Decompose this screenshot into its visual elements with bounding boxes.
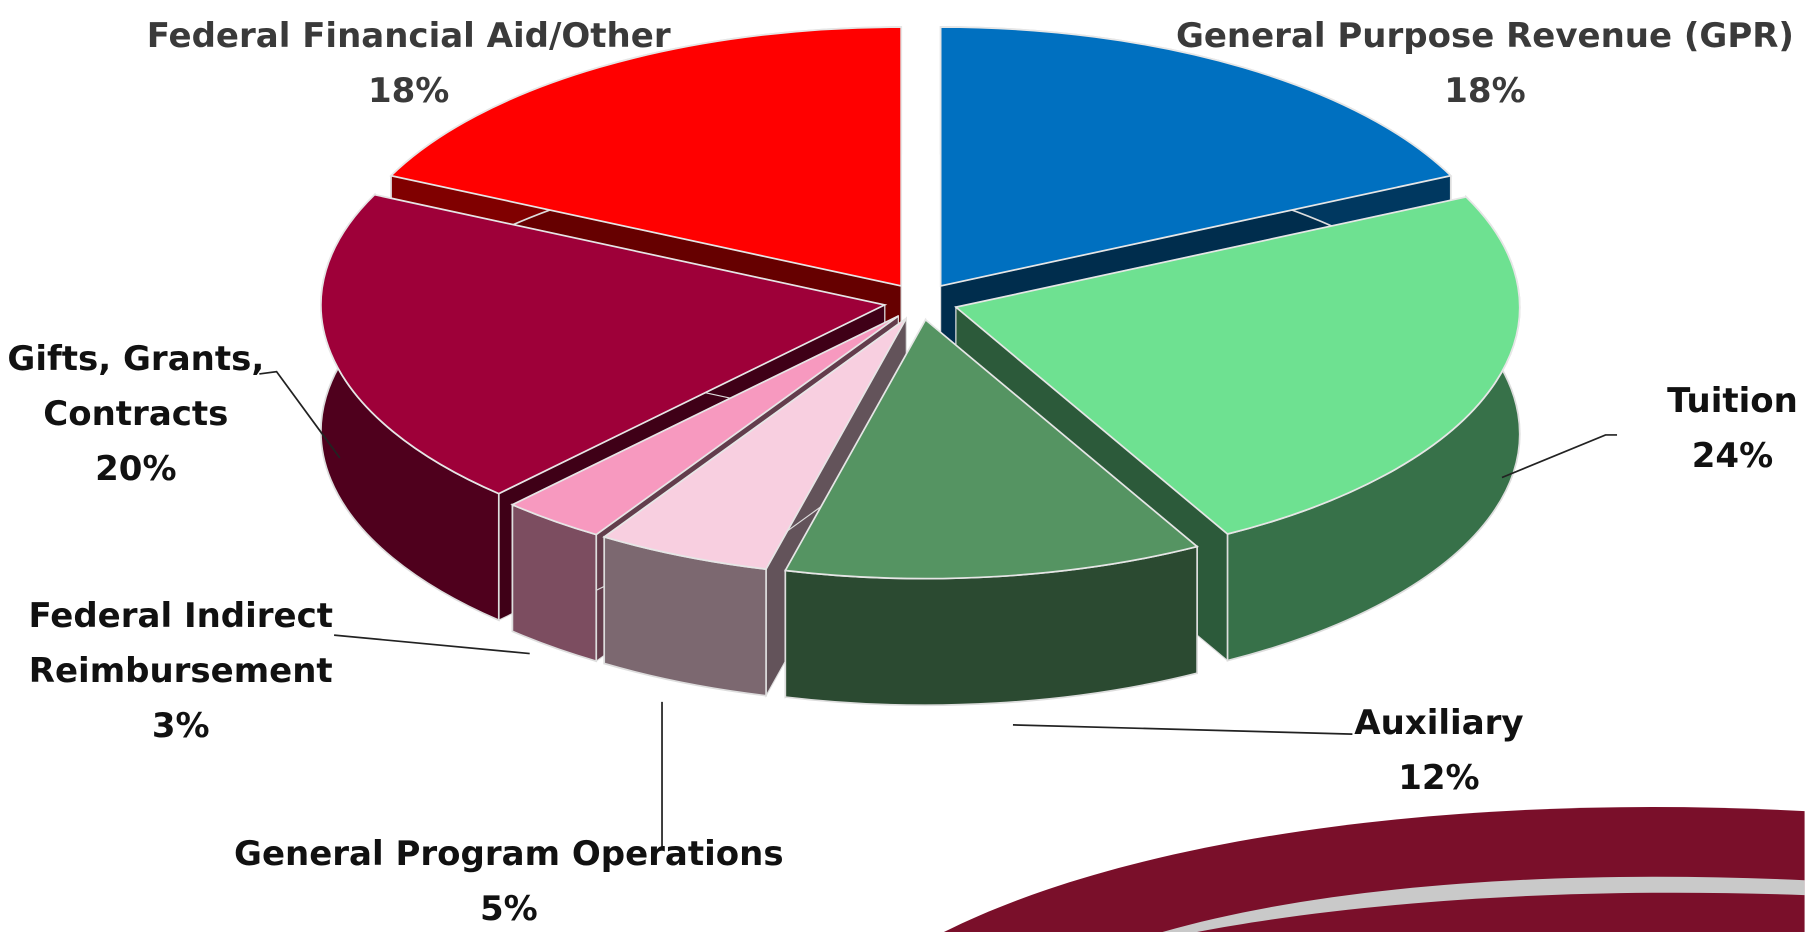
data-label: General Purpose Revenue (GPR)18%	[1140, 9, 1805, 119]
category-label: Federal Financial Aid/Other	[86, 9, 731, 64]
page: (() => { const data = JSON.parse(documen…	[0, 0, 1805, 932]
value-label: 18%	[1140, 64, 1805, 119]
category-label: Tuition	[1640, 374, 1805, 429]
value-label: 24%	[1640, 429, 1805, 484]
category-label: General Program Operations	[186, 827, 831, 882]
value-label: 3%	[0, 699, 371, 754]
value-label: 18%	[86, 64, 731, 119]
value-label: 5%	[186, 882, 831, 937]
category-label: Auxiliary	[1301, 696, 1577, 751]
value-label: 12%	[1301, 751, 1577, 806]
category-label: General Purpose Revenue (GPR)	[1140, 9, 1805, 64]
category-label: Gifts, Grants, Contracts	[0, 332, 280, 442]
value-label: 20%	[0, 442, 280, 497]
category-label: Federal Indirect Reimbursement	[0, 589, 371, 699]
swoosh	[944, 807, 1805, 932]
pie	[321, 27, 1520, 705]
